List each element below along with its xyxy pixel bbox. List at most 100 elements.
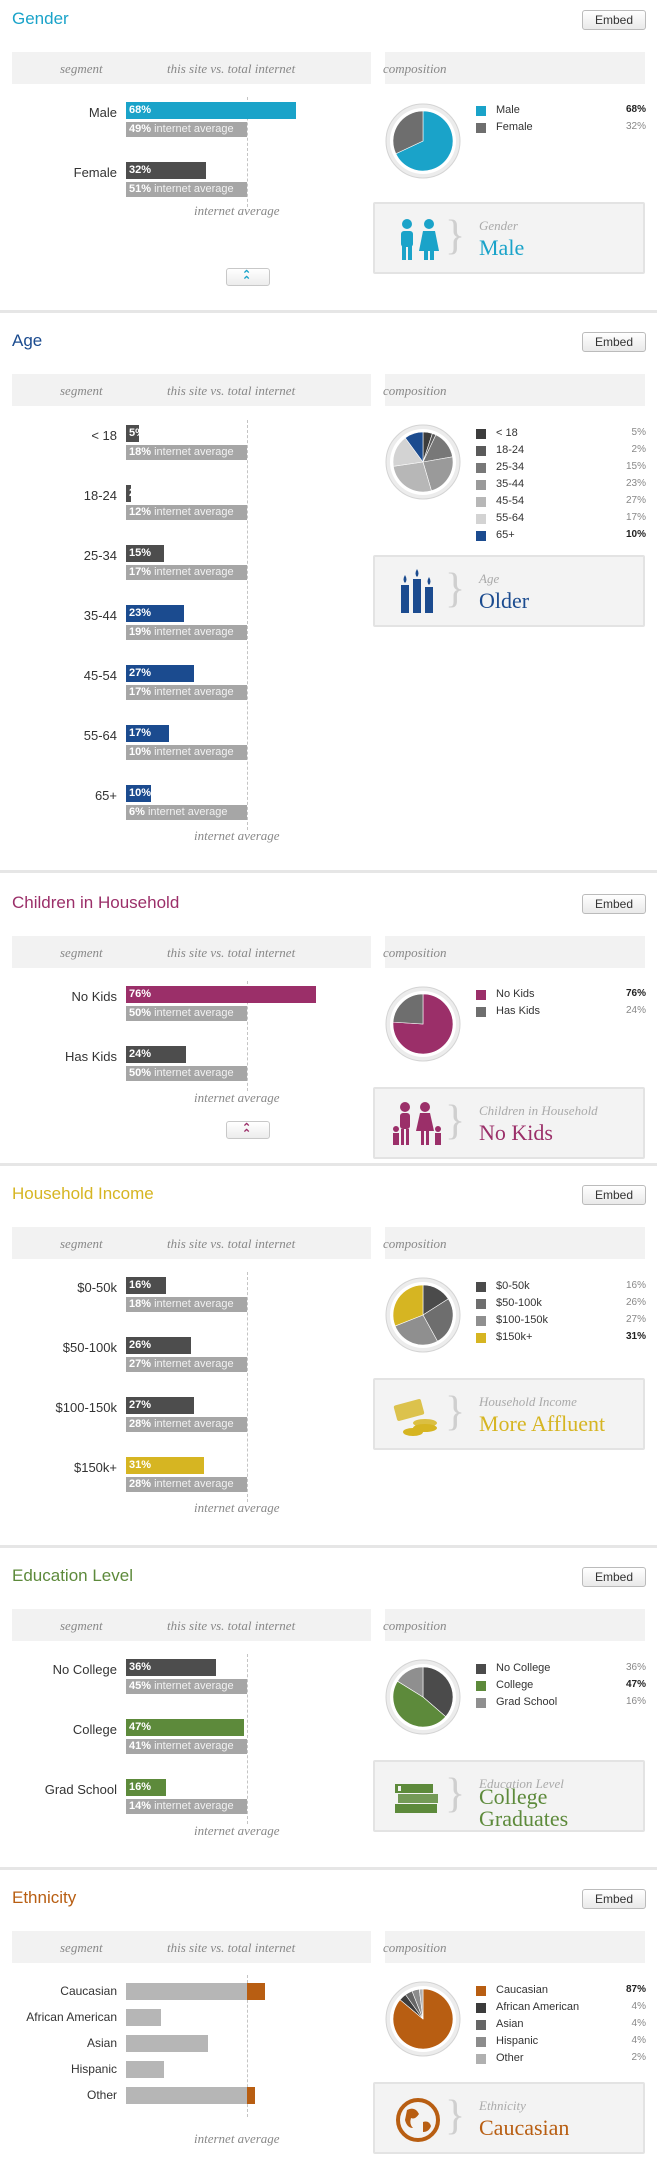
internet-average-suffix: internet average — [154, 1478, 234, 1490]
age-embed-button[interactable]: Embed — [582, 332, 646, 352]
segment-label: 18-24 — [83, 488, 117, 503]
section-divider — [0, 1867, 657, 1870]
income-embed-button[interactable]: Embed — [582, 1185, 646, 1205]
legend-value: 15% — [625, 461, 646, 472]
site-share-value: 27% — [129, 667, 152, 679]
internet-average-bar: 12% internet average — [126, 505, 247, 520]
internet-average-bar: 50% internet average — [126, 1006, 247, 1021]
ethnicity-internet-average-caption: internet average — [194, 2131, 280, 2146]
site-share-value: 32% — [129, 164, 152, 176]
legend-value: 10% — [625, 529, 646, 540]
children-embed-button[interactable]: Embed — [582, 894, 646, 914]
segment-label: African American — [26, 2010, 117, 2024]
ethnicity-bar — [126, 2035, 209, 2052]
internet-average-bar: 18% internet average — [126, 1297, 247, 1312]
internet-average-bar: 10% internet average — [126, 745, 247, 760]
legend-label: $100-150k — [496, 1314, 548, 1326]
segment-label: 55-64 — [83, 728, 117, 743]
ethnicity-bar-overindex — [247, 1983, 265, 2000]
chevron-up-icon: ⌃ ⌃ — [242, 1122, 252, 1140]
internet-average-value: 10% internet average — [129, 746, 234, 759]
globe-icon — [396, 2098, 440, 2142]
gender-summary-card: } Gender Male — [373, 202, 645, 274]
site-share-bar: 10% — [126, 785, 151, 802]
legend-value: 4% — [631, 2001, 646, 2012]
card-brace: } — [445, 213, 466, 259]
ethnicity-bar — [126, 2061, 164, 2078]
gender-embed-button[interactable]: Embed — [582, 10, 646, 30]
internet-average-bar: 51% internet average — [126, 182, 247, 197]
legend-swatch — [476, 1681, 486, 1691]
education-section-title: Education Level — [12, 1566, 133, 1585]
card-brace: } — [445, 1771, 466, 1817]
internet-average-suffix: internet average — [154, 1800, 234, 1812]
gender-internet-average-caption: internet average — [194, 203, 280, 218]
internet-average-bar: 28% internet average — [126, 1477, 247, 1492]
ethnicity-embed-button[interactable]: Embed — [582, 1889, 646, 1909]
internet-average-suffix: internet average — [154, 1067, 234, 1079]
internet-average-value: 18% internet average — [129, 1298, 234, 1311]
site-share-value: 26% — [129, 1339, 152, 1351]
site-share-bar: 5% — [126, 425, 145, 442]
internet-average-bar: 49% internet average — [126, 122, 247, 137]
education-table-header: segment this site vs. total internet compo… — [12, 1609, 645, 1641]
legend-label: Other — [496, 2052, 524, 2064]
internet-average-value: 14% internet average — [129, 1800, 234, 1813]
legend-label: 45-54 — [496, 495, 525, 507]
legend-label: Grad School — [496, 1696, 558, 1708]
legend-label: 25-34 — [496, 461, 525, 473]
segment-label: $150k+ — [73, 1460, 117, 1475]
segment-label: $100-150k — [55, 1400, 117, 1415]
children-collapse-button[interactable]: ⌃ ⌃ — [226, 1121, 270, 1140]
segment-label: 45-54 — [83, 668, 117, 683]
site-share-value: 16% — [129, 1781, 152, 1793]
age-card-icon-wrap — [393, 569, 443, 622]
legend-swatch — [476, 1664, 486, 1674]
legend-label: Female — [496, 121, 533, 133]
segment-label: 25-34 — [83, 548, 117, 563]
internet-average-suffix: internet average — [154, 686, 234, 698]
header-separator — [371, 1609, 385, 1641]
internet-average-suffix: internet average — [154, 1680, 234, 1692]
legend-value: 2% — [631, 444, 646, 455]
children-internet-average-caption: internet average — [194, 1090, 280, 1105]
legend-item: No Kids 76% — [476, 987, 646, 1002]
site-share-value: 27% — [129, 1399, 152, 1411]
card-subtitle: Age — [479, 571, 500, 586]
gender-table-header: segment this site vs. total internet compo… — [12, 52, 645, 84]
legend-label: 55-64 — [496, 512, 525, 524]
legend-label: Hispanic — [496, 2035, 539, 2047]
legend-value: 24% — [625, 1005, 646, 1016]
pie-slice-5 — [392, 461, 432, 493]
education-embed-button[interactable]: Embed — [582, 1567, 646, 1587]
legend-label: < 18 — [496, 427, 518, 439]
income-composition-pie — [384, 1276, 462, 1359]
pie-slice-5 — [418, 1988, 424, 2020]
age-internet-average-caption: internet average — [194, 828, 280, 843]
comparison-column-header: this site vs. total internet — [167, 1940, 296, 1955]
segment-label: Female — [73, 165, 117, 180]
internet-average-percent: 17% — [129, 566, 152, 578]
segment-label: Has Kids — [64, 1049, 117, 1064]
composition-column-header: composition — [383, 1236, 447, 1251]
legend-label: Caucasian — [496, 1984, 548, 1996]
header-separator — [371, 1227, 385, 1259]
composition-pie-chart — [385, 986, 461, 1062]
internet-average-percent: 18% — [129, 446, 152, 458]
internet-average-percent: 6% — [129, 806, 145, 818]
legend-item: African American 4% — [476, 2000, 646, 2015]
card-headline: Male — [479, 235, 525, 260]
legend-swatch — [476, 2003, 486, 2013]
legend-item: Grad School 16% — [476, 1695, 646, 1710]
legend-swatch — [476, 1299, 486, 1309]
legend-value: 68% — [625, 104, 646, 115]
age-internet-average-line — [247, 420, 248, 830]
segment-label: < 18 — [91, 428, 117, 443]
ethnicity-bar — [126, 2009, 162, 2026]
composition-pie-chart — [385, 1659, 461, 1735]
income-internet-average-caption: internet average — [194, 1500, 280, 1515]
family-icon — [393, 1102, 441, 1145]
pie-slice-4 — [422, 456, 454, 492]
gender-collapse-button[interactable]: ⌃ ⌃ — [226, 268, 270, 287]
